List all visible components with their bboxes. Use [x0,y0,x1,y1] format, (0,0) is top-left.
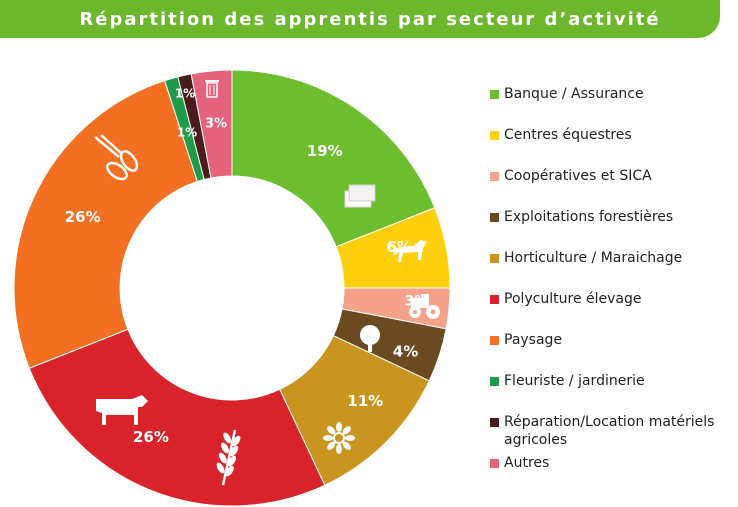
legend: Banque / Assurance Centres équestres Coopé… [490,82,735,492]
value-label-exploitations-forestieres: 4% [393,343,418,361]
legend-swatch [490,418,499,427]
value-label-centres-equestres: 6% [386,238,411,256]
legend-label: Coopératives et SICA [504,168,652,184]
legend-label: Polyculture élevage [504,291,642,307]
chart-title: Répartition des apprentis par secteur d’… [79,8,661,30]
legend-label: Réparation/Location matériels agricoles [504,414,715,448]
pruning-shears-icon [94,134,139,181]
legend-swatch [490,172,499,181]
tree-icon [360,325,380,352]
icons-group [94,80,440,486]
wheat-icon [216,429,241,486]
legend-item-banque-assurance: Banque / Assurance [490,82,735,123]
tractor-icon [409,294,440,319]
value-label-fleuriste-jardinerie: 1% [177,126,197,140]
legend-item-fleuriste-jardinerie: Fleuriste / jardinerie [490,369,735,410]
legend-swatch [490,131,499,140]
legend-item-horticulture-maraichage: Horticulture / Maraichage [490,246,735,287]
trash-bin-icon [205,80,219,98]
legend-item-paysage: Paysage [490,328,735,369]
value-label-horticulture-maraichage: 11% [347,392,383,410]
cow-icon [96,395,148,425]
donut-chart: 19% 6% 3% 4% 11% 26% 26% 1% 1% 3% [13,69,451,507]
flower-icon [323,422,355,454]
legend-item-centres-equestres: Centres équestres [490,123,735,164]
legend-swatch [490,90,499,99]
legend-swatch [490,295,499,304]
value-label-polyculture-elevage: 26% [133,428,169,446]
value-labels-group: 19% 6% 3% 4% 11% 26% 26% 1% 1% 3% [65,87,429,446]
legend-swatch [490,377,499,386]
legend-item-autres: Autres [490,451,735,492]
value-label-banque-assurance: 19% [307,142,343,160]
legend-label: Autres [504,455,550,471]
value-label-reparation-location-materiels-agricoles: 1% [175,87,195,101]
slice-polyculture-elevage [28,328,326,507]
slice-autres [190,69,233,179]
legend-item-reparation-location-materiels-agricoles: Réparation/Location matériels agricoles [490,410,735,451]
horse-icon [393,240,427,262]
legend-item-polyculture-elevage: Polyculture élevage [490,287,735,328]
legend-item-cooperatives-et-sica: Coopératives et SICA [490,164,735,205]
legend-swatch [490,213,499,222]
value-label-paysage: 26% [65,208,101,226]
legend-label: Horticulture / Maraichage [504,250,683,266]
slice-banque-assurance [231,69,436,248]
legend-swatch [490,254,499,263]
legend-swatch [490,336,499,345]
legend-label: Centres équestres [504,127,632,143]
value-label-autres: 3% [205,117,227,132]
legend-item-exploitations-forestieres: Exploitations forestières [490,205,735,246]
title-bar: Répartition des apprentis par secteur d’… [0,0,720,38]
legend-label: Fleuriste / jardinerie [504,373,645,389]
slice-paysage [13,80,199,369]
legend-label: Exploitations forestières [504,209,674,225]
legend-label: Paysage [504,332,563,348]
banknotes-icon [344,184,376,208]
legend-swatch [490,459,499,468]
value-label-cooperatives-et-sica: 3% [405,294,429,310]
legend-label: Banque / Assurance [504,86,644,102]
